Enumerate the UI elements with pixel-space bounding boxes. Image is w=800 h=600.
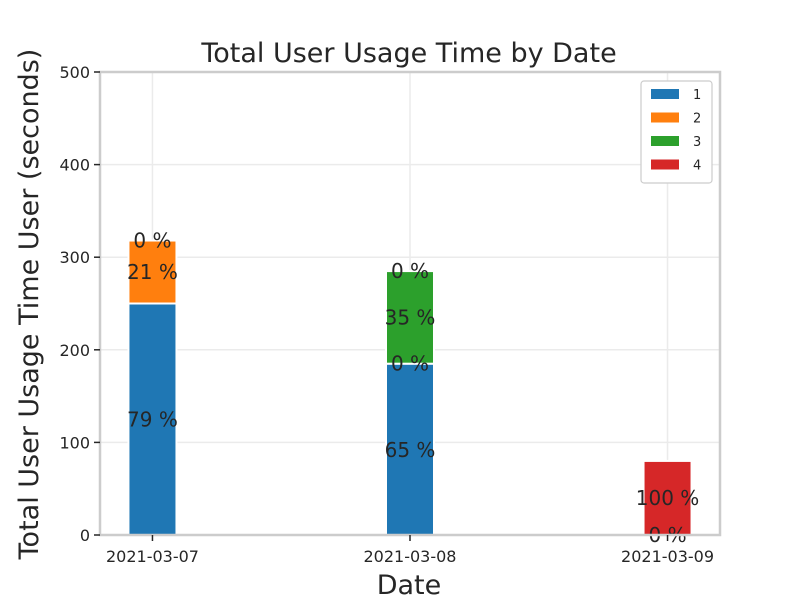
y-tick-label: 500 (59, 63, 90, 82)
chart-title: Total User Usage Time by Date (200, 38, 616, 69)
bars (127, 239, 693, 537)
x-axis-ticks: 2021-03-07 2021-03-08 2021-03-09 (106, 535, 714, 566)
x-tick-label: 2021-03-09 (621, 547, 714, 566)
data-label: 21 % (127, 260, 178, 284)
y-tick-label: 200 (59, 341, 90, 360)
y-tick-label: 100 (59, 433, 90, 452)
data-label: 0 % (391, 259, 429, 283)
legend-swatch-2 (651, 112, 679, 123)
legend: 1 2 3 4 (640, 80, 713, 184)
bar-series-2-2021-03-07 (127, 239, 178, 305)
data-label: 65 % (385, 438, 436, 462)
legend-swatch-3 (651, 136, 679, 146)
x-tick-label: 2021-03-08 (364, 547, 457, 566)
data-label: 79 % (127, 407, 178, 431)
y-tick-label: 0 (80, 526, 90, 545)
x-axis-label: Date (377, 570, 442, 600)
y-tick-label: 400 (59, 156, 90, 175)
legend-swatch-1 (651, 89, 679, 99)
legend-label-3: 3 (693, 135, 701, 150)
data-label: 100 % (636, 486, 700, 510)
legend-label-1: 1 (693, 88, 701, 103)
x-tick-label: 2021-03-07 (106, 547, 199, 566)
legend-box (640, 80, 713, 184)
data-label: 35 % (385, 305, 436, 329)
y-tick-label: 300 (59, 248, 90, 267)
y-axis-label: Total User Usage Time User (seconds) (14, 49, 45, 561)
data-label: 0 % (391, 352, 429, 376)
y-axis-ticks: 0 100 200 300 400 500 (59, 63, 100, 545)
legend-label-4: 4 (693, 159, 701, 174)
bar-series-3-2021-03-08 (385, 270, 435, 365)
legend-swatch-4 (651, 159, 679, 170)
data-label: 0 % (133, 229, 171, 253)
legend-label-2: 2 (693, 112, 701, 127)
